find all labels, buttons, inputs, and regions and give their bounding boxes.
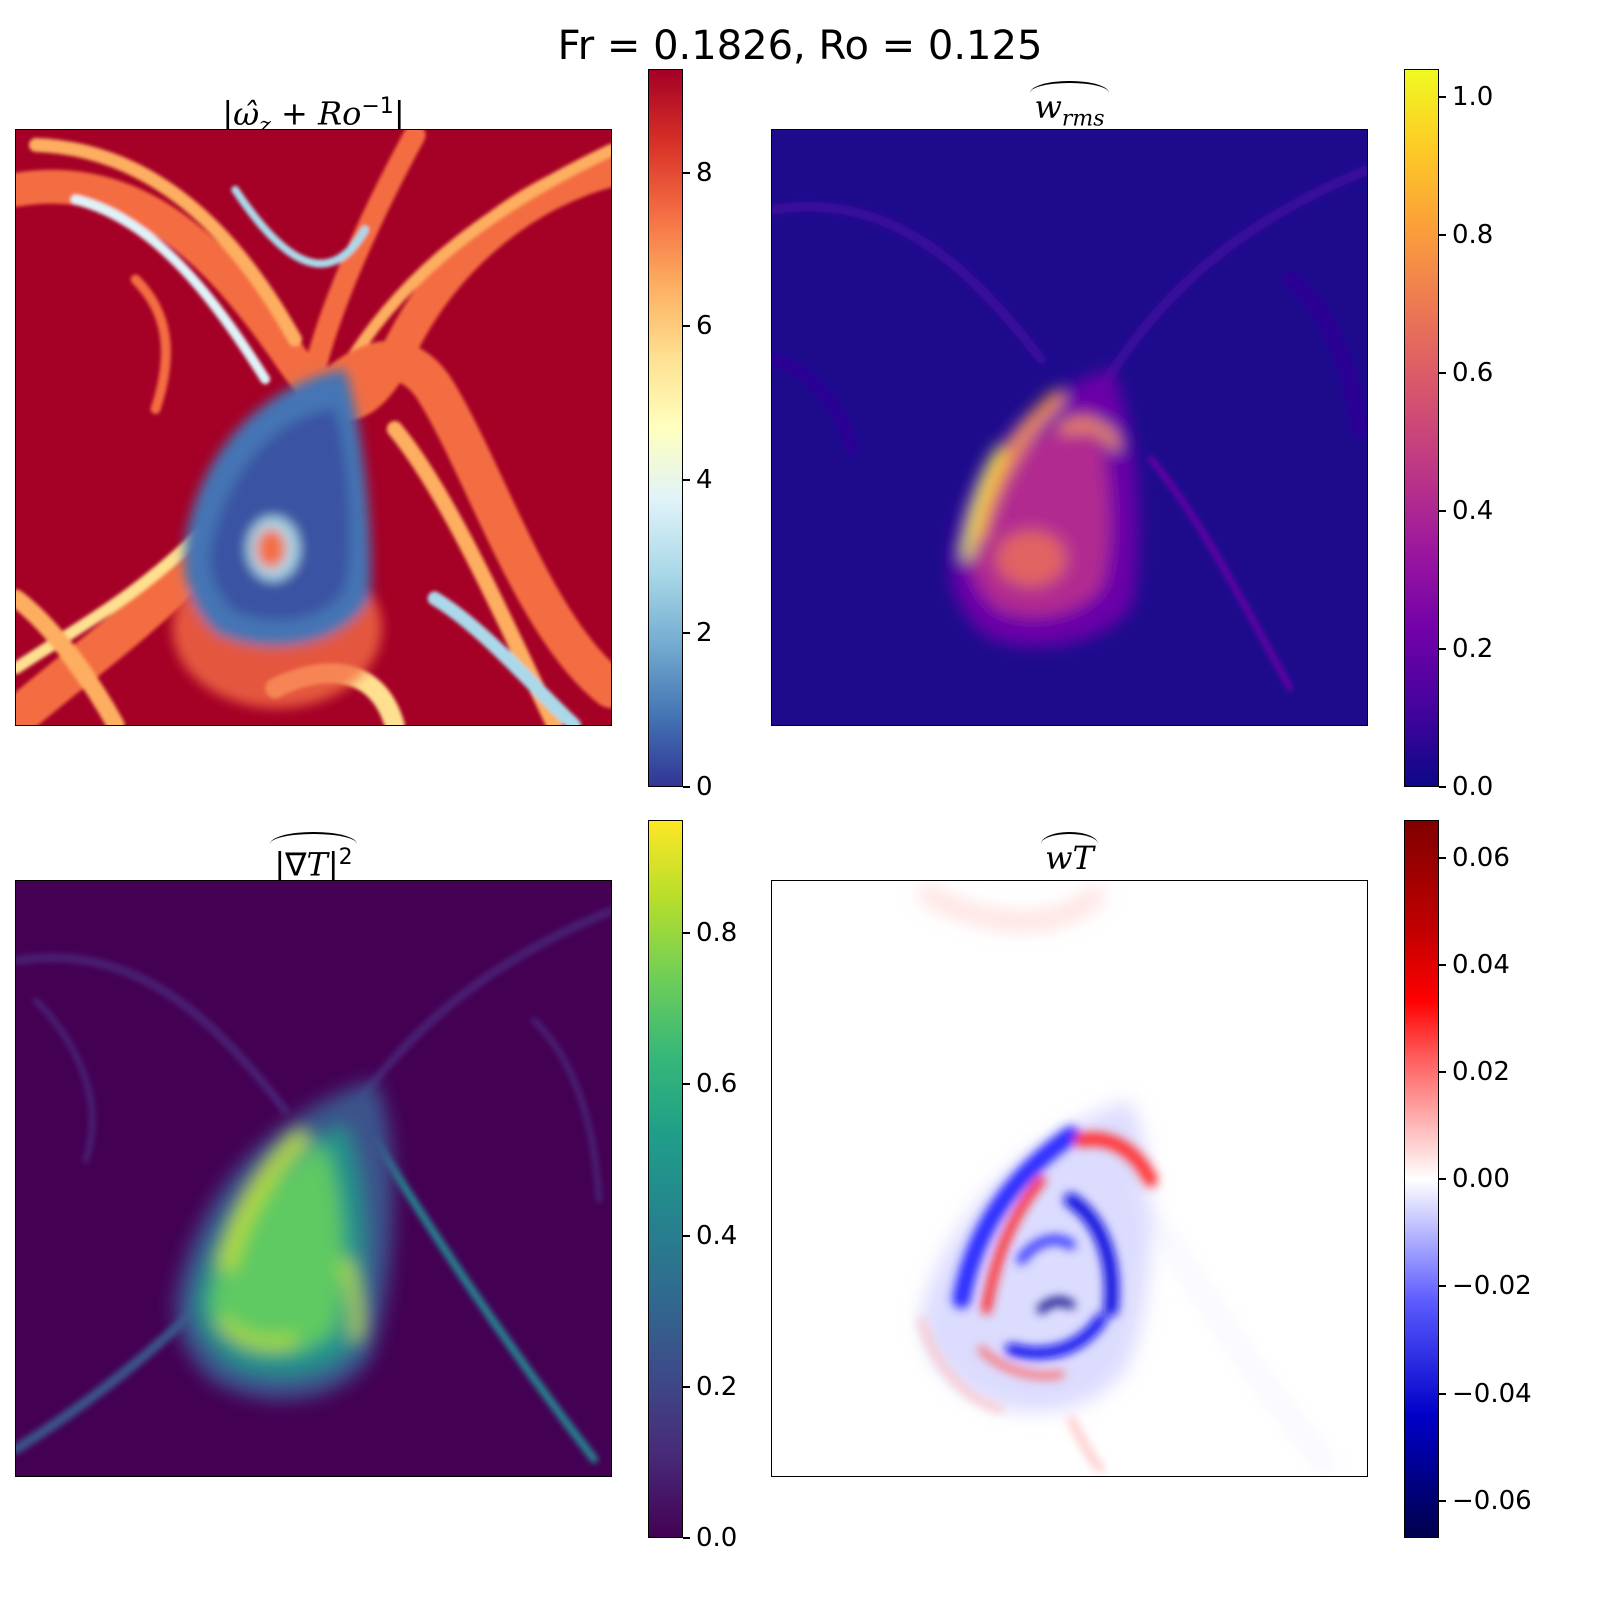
grad-t-tick: 0.6	[682, 1069, 738, 1099]
wt-colorbar	[1404, 820, 1439, 1538]
w-rms-tick: 0.8	[1438, 220, 1494, 250]
grad-t-heatmap	[15, 880, 612, 1477]
vorticity-tick: 6	[683, 311, 713, 341]
wt-tick: −0.06	[1439, 1486, 1532, 1516]
vorticity-tick: 0	[683, 772, 713, 802]
w-rms-colorbar	[1404, 69, 1439, 787]
vorticity-colorbar	[648, 69, 683, 787]
grad-t-tick: 0.2	[682, 1372, 738, 1402]
w-rms-tick: 0.0	[1438, 772, 1494, 802]
wt-tick: 0.02	[1439, 1057, 1510, 1087]
w-rms-heatmap	[771, 129, 1368, 726]
wt-tick: 0.04	[1439, 950, 1510, 980]
vorticity-heatmap	[15, 129, 612, 726]
w-rms-tick: 1.0	[1438, 82, 1494, 112]
panel-4-title: wT	[771, 832, 1368, 878]
panel-2-title: wrms	[771, 80, 1368, 139]
grad-t-tick: 0.4	[682, 1221, 738, 1251]
panel-1-title: |ω̂z + Ro−1|	[222, 94, 405, 139]
wt-tick: 0.06	[1439, 843, 1510, 873]
vorticity-tick: 4	[683, 465, 713, 495]
vorticity-tick: 2	[683, 618, 713, 648]
grad-t-tick: 0.8	[682, 918, 738, 948]
w-rms-tick: 0.4	[1438, 496, 1494, 526]
wt-tick: −0.04	[1439, 1379, 1532, 1409]
wt-tick: −0.02	[1439, 1271, 1532, 1301]
w-rms-tick: 0.6	[1438, 358, 1494, 388]
wt-tick: 0.00	[1439, 1164, 1510, 1194]
vorticity-tick: 8	[683, 158, 713, 188]
w-rms-tick: 0.2	[1438, 634, 1494, 664]
wt-heatmap	[771, 880, 1368, 1477]
panel-3-title: |∇T|2	[15, 832, 612, 885]
grad-t-colorbar	[648, 820, 683, 1538]
figure-title: Fr = 0.1826, Ro = 0.125	[557, 23, 1043, 69]
grad-t-tick: 0.0	[682, 1523, 738, 1553]
